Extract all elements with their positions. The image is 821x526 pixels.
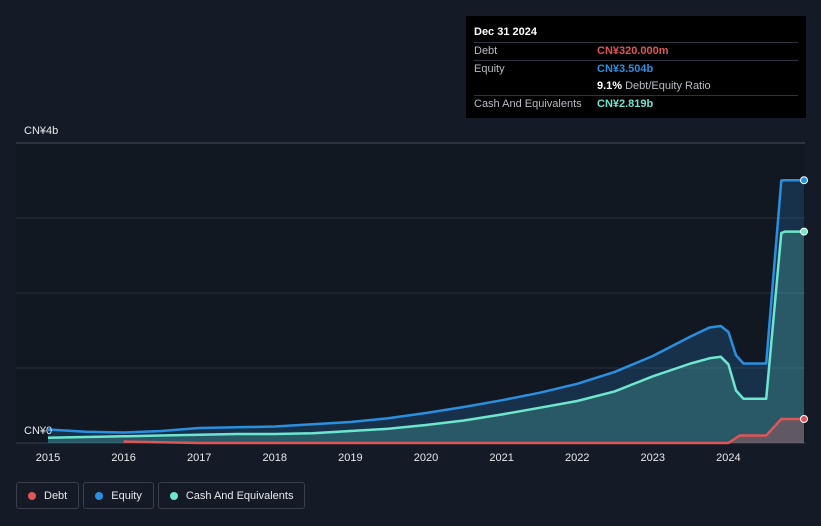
- equity-dot-icon: [95, 491, 104, 500]
- x-tick-label: 2018: [263, 452, 287, 464]
- cash-area: [48, 231, 804, 443]
- tooltip-row-equity: Equity CN¥3.504b: [474, 60, 798, 78]
- tooltip-debt-value: CN¥320.000m: [597, 45, 669, 57]
- x-tick-label: 2021: [489, 452, 513, 464]
- legend-item-debt[interactable]: Debt: [16, 482, 80, 509]
- grid-lines: [16, 142, 805, 444]
- debt-end-point: [800, 415, 808, 423]
- tooltip-row-debt: Debt CN¥320.000m: [474, 42, 798, 60]
- x-tick-label: 2015: [36, 452, 60, 464]
- y-tick-label-max: CN¥4b: [24, 125, 59, 137]
- x-tick-label: 2019: [338, 452, 362, 464]
- tooltip-ratio-value: 9.1%: [597, 80, 623, 92]
- x-tick-label: 2024: [716, 452, 740, 464]
- tooltip-ratio-label: Debt/Equity Ratio: [625, 80, 711, 92]
- tooltip-cash-value: CN¥2.819b: [597, 98, 654, 110]
- equity-line: [47, 178, 804, 434]
- x-tick-label: 2020: [414, 452, 438, 464]
- tooltip-equity-value: CN¥3.504b: [597, 63, 654, 75]
- debt-line: [123, 417, 804, 445]
- tooltip-cash-label: Cash And Equivalents: [474, 98, 582, 110]
- tooltip-row-ratio: 9.1% Debt/Equity Ratio: [474, 78, 798, 95]
- legend-item-cash[interactable]: Cash And Equivalents: [157, 482, 306, 509]
- equity-end-point: [800, 176, 808, 185]
- equity-area: [48, 180, 804, 443]
- series-layer: [47, 176, 808, 445]
- x-tick-label: 2023: [641, 452, 665, 464]
- legend-item-equity[interactable]: Equity: [83, 482, 154, 509]
- debt-dot-icon: [28, 491, 36, 500]
- tooltip-panel: Dec 31 2024 Debt CN¥320.000m Equity CN¥3…: [466, 16, 806, 118]
- debt-area: [123, 419, 805, 443]
- legend-debt-label: Debt: [44, 489, 68, 502]
- legend-equity-label: Equity: [111, 489, 142, 502]
- legend: Debt Equity Cash And Equivalents: [16, 482, 309, 509]
- y-tick-label-zero: CN¥0: [24, 425, 53, 437]
- cash-dot-icon: [169, 491, 178, 500]
- x-tick-label: 2022: [565, 452, 589, 464]
- tooltip-date: Dec 31 2024: [474, 26, 537, 38]
- x-tick-label: 2017: [187, 452, 211, 464]
- x-axis: 2015 2016 2017 2018 2019 2020 2021 2022 2023 2024: [36, 452, 741, 464]
- tooltip-debt-label: Debt: [474, 45, 498, 57]
- tooltip-equity-label: Equity: [474, 63, 505, 75]
- legend-cash-label: Cash And Equivalents: [185, 489, 294, 502]
- cash-end-point: [800, 227, 808, 236]
- tooltip-row-cash: Cash And Equivalents CN¥2.819b: [474, 95, 798, 113]
- x-tick-label: 2016: [111, 452, 135, 464]
- cash-line: [47, 230, 804, 439]
- tooltip-ratio-spacer: [474, 78, 597, 95]
